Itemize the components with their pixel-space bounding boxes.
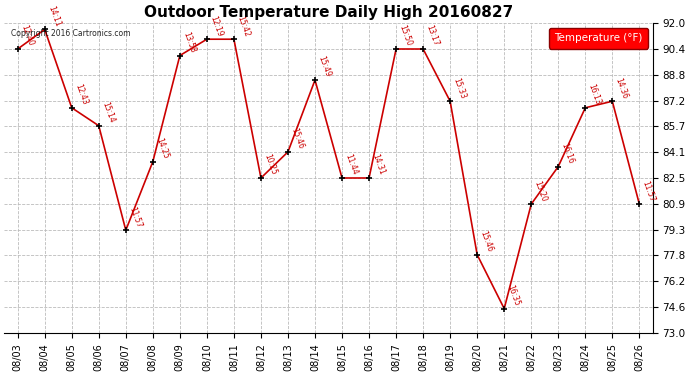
Text: 16:35: 16:35 bbox=[506, 284, 522, 307]
Text: 14:31: 14:31 bbox=[371, 153, 386, 177]
Text: 14:36: 14:36 bbox=[613, 76, 630, 100]
Text: 16:13: 16:13 bbox=[586, 83, 602, 106]
Title: Outdoor Temperature Daily High 20160827: Outdoor Temperature Daily High 20160827 bbox=[144, 5, 513, 20]
Text: 15:14: 15:14 bbox=[100, 101, 116, 124]
Text: 15:46: 15:46 bbox=[289, 127, 305, 150]
Text: 15:46: 15:46 bbox=[479, 230, 495, 254]
Text: 11:57: 11:57 bbox=[641, 179, 657, 203]
Text: 13:58: 13:58 bbox=[181, 31, 197, 54]
Text: Copyright 2016 Cartronics.com: Copyright 2016 Cartronics.com bbox=[10, 29, 130, 38]
Text: 13:17: 13:17 bbox=[424, 24, 440, 48]
Text: 11:57: 11:57 bbox=[127, 206, 143, 229]
Text: 15:49: 15:49 bbox=[317, 55, 333, 79]
Text: 16:16: 16:16 bbox=[560, 142, 575, 165]
Legend: Temperature (°F): Temperature (°F) bbox=[549, 28, 648, 48]
Text: 10:25: 10:25 bbox=[262, 153, 278, 177]
Text: 15:50: 15:50 bbox=[397, 24, 413, 48]
Text: 14:11: 14:11 bbox=[46, 4, 62, 28]
Text: 12:19: 12:19 bbox=[208, 14, 224, 38]
Text: 15:42: 15:42 bbox=[235, 14, 251, 38]
Text: 15:20: 15:20 bbox=[533, 179, 549, 203]
Text: 11:44: 11:44 bbox=[344, 153, 359, 177]
Text: 14:25: 14:25 bbox=[154, 137, 170, 160]
Text: 12:40: 12:40 bbox=[19, 24, 35, 48]
Text: 12:43: 12:43 bbox=[73, 83, 89, 106]
Text: 15:33: 15:33 bbox=[451, 76, 467, 100]
